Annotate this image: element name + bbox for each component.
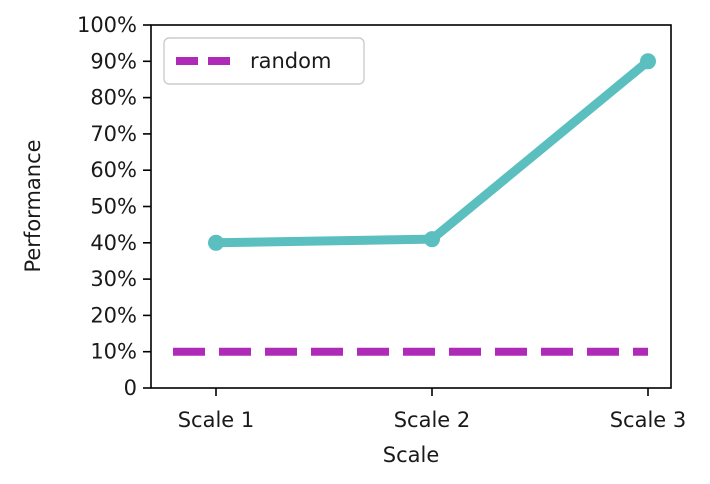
y-axis-title: Performance [21,139,45,272]
x-axis-title: Scale [383,443,440,467]
y-tick-label: 50% [90,195,137,219]
y-axis: 0 10% 20% 30% 40% 50% 60% 70% 80% 90% 100% [77,13,151,400]
y-tick-label: 80% [90,86,137,110]
y-tick-label: 40% [90,231,137,255]
legend-label: random [250,49,331,73]
legend: random [163,37,365,85]
y-tick-label: 0 [124,376,137,400]
series-point [208,234,224,251]
y-tick-label: 10% [90,340,137,364]
x-tick-label: Scale 2 [394,408,471,432]
series-line-0 [215,57,651,248]
y-tick-label: 20% [90,303,137,327]
legend-box [163,37,365,85]
x-axis: Scale 1 Scale 2 Scale 3 [178,388,687,432]
y-tick-label: 60% [90,158,137,182]
x-tick-label: Scale 1 [178,408,255,432]
y-tick-label: 90% [90,49,137,73]
series-point [424,231,440,248]
y-tick-label: 30% [90,267,137,291]
x-tick-label: Scale 3 [610,408,687,432]
series-layer [173,53,656,356]
y-tick-label: 70% [90,122,137,146]
series-point [640,53,656,70]
y-tick-label: 100% [77,13,137,37]
